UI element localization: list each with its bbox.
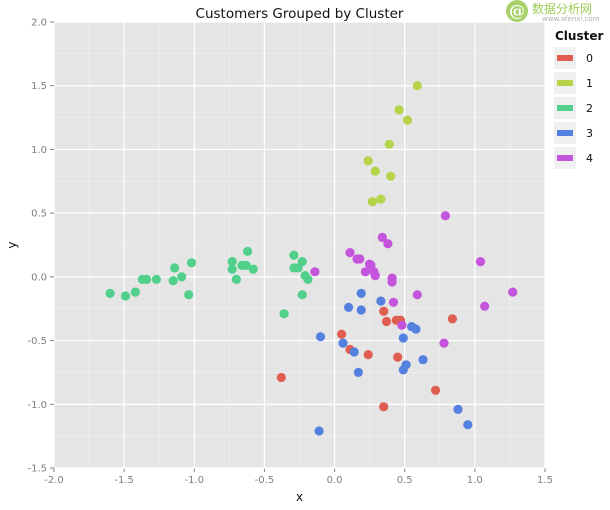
tick-label-y: 2.0 <box>31 18 47 29</box>
data-point-cluster-4 <box>383 239 393 249</box>
data-point-cluster-2 <box>303 274 313 284</box>
data-point-cluster-3 <box>463 420 473 430</box>
data-point-cluster-4 <box>387 277 397 287</box>
data-point-cluster-2 <box>130 287 140 297</box>
data-point-cluster-2 <box>186 258 197 268</box>
data-point-cluster-0 <box>381 316 392 327</box>
data-point-cluster-4 <box>360 267 370 277</box>
data-point-cluster-0 <box>363 350 373 360</box>
data-point-cluster-4 <box>439 338 449 348</box>
data-point-cluster-4 <box>480 301 490 311</box>
data-point-cluster-2 <box>105 288 115 298</box>
data-point-cluster-2 <box>279 309 289 319</box>
data-point-cluster-1 <box>384 139 394 149</box>
data-point-cluster-2 <box>168 276 178 286</box>
data-point-cluster-2 <box>151 274 161 284</box>
tick-label-x: 0.0 <box>327 475 343 486</box>
data-point-cluster-2 <box>177 272 187 282</box>
data-point-cluster-4 <box>370 271 380 281</box>
data-point-cluster-4 <box>508 287 518 297</box>
data-point-cluster-1 <box>367 197 377 207</box>
data-point-cluster-1 <box>386 171 396 181</box>
data-point-cluster-1 <box>363 156 373 166</box>
data-point-cluster-2 <box>184 290 194 300</box>
data-point-cluster-4 <box>388 297 399 307</box>
data-point-cluster-0 <box>337 329 347 339</box>
data-point-cluster-1 <box>376 194 386 204</box>
data-point-cluster-0 <box>276 372 286 383</box>
data-point-cluster-1 <box>394 105 404 115</box>
data-point-cluster-3 <box>353 367 363 377</box>
legend-label-0: 0 <box>586 52 593 65</box>
data-point-cluster-3 <box>453 404 463 414</box>
tick-label-x: 1.5 <box>537 475 553 486</box>
data-point-cluster-4 <box>355 254 365 264</box>
data-point-cluster-0 <box>379 306 389 316</box>
tick-label-y: 1.0 <box>31 145 47 156</box>
data-point-cluster-2 <box>297 290 307 300</box>
data-point-cluster-4 <box>440 211 450 221</box>
tick-label-x: -1.5 <box>114 475 134 486</box>
data-point-cluster-2 <box>243 246 253 256</box>
data-point-cluster-3 <box>356 305 366 315</box>
data-point-cluster-2 <box>297 257 307 267</box>
data-point-cluster-1 <box>370 166 380 176</box>
tick-label-x: -1.0 <box>185 475 205 486</box>
data-point-cluster-1 <box>412 81 422 91</box>
tick-label-x: 0.5 <box>397 475 413 486</box>
y-axis-label: y <box>5 241 19 248</box>
data-point-cluster-2 <box>231 274 241 284</box>
data-point-cluster-3 <box>315 332 326 342</box>
legend-label-1: 1 <box>586 77 593 90</box>
tick-label-x: -2.0 <box>44 475 64 486</box>
data-point-cluster-2 <box>227 264 237 274</box>
data-point-cluster-0 <box>447 314 457 324</box>
tick-label-x: 1.0 <box>467 475 483 486</box>
data-point-cluster-4 <box>475 257 486 267</box>
legend-title: Cluster <box>555 29 603 43</box>
tick-label-y: 0.5 <box>31 209 47 220</box>
tick-label-y: 0.0 <box>31 272 47 283</box>
data-point-cluster-3 <box>356 288 366 298</box>
legend-label-3: 3 <box>586 127 593 140</box>
data-point-cluster-0 <box>393 352 403 362</box>
data-point-cluster-2 <box>227 257 237 267</box>
legend-label-2: 2 <box>586 102 593 115</box>
tick-label-y: -1.5 <box>27 464 47 475</box>
data-point-cluster-3 <box>418 355 428 365</box>
data-point-cluster-4 <box>310 267 320 277</box>
tick-label-y: 1.5 <box>31 81 47 92</box>
legend-label-4: 4 <box>586 152 593 165</box>
data-point-cluster-3 <box>349 347 359 357</box>
x-axis-label: x <box>296 490 303 504</box>
data-point-cluster-0 <box>431 385 441 395</box>
chart-title: Customers Grouped by Cluster <box>196 6 404 22</box>
data-point-cluster-4 <box>397 320 407 330</box>
data-point-cluster-4 <box>412 290 422 300</box>
data-point-cluster-3 <box>344 302 354 312</box>
data-point-cluster-3 <box>401 360 411 370</box>
data-point-cluster-2 <box>248 264 258 274</box>
tick-label-y: -1.0 <box>27 400 47 411</box>
data-point-cluster-2 <box>170 263 180 273</box>
tick-label-y: -0.5 <box>27 336 47 347</box>
data-point-cluster-4 <box>377 232 387 242</box>
data-point-cluster-3 <box>398 333 408 343</box>
data-point-cluster-2 <box>120 291 131 301</box>
data-point-cluster-0 <box>379 402 389 412</box>
data-point-cluster-1 <box>402 115 413 125</box>
tick-label-x: -0.5 <box>255 475 275 486</box>
data-point-cluster-3 <box>411 324 421 334</box>
data-point-cluster-3 <box>376 296 386 306</box>
data-point-cluster-2 <box>241 260 251 270</box>
data-point-cluster-2 <box>142 274 152 284</box>
data-point-cluster-3 <box>338 338 348 348</box>
data-point-cluster-4 <box>345 248 355 258</box>
data-point-cluster-2 <box>289 250 299 260</box>
data-point-cluster-3 <box>314 426 324 436</box>
